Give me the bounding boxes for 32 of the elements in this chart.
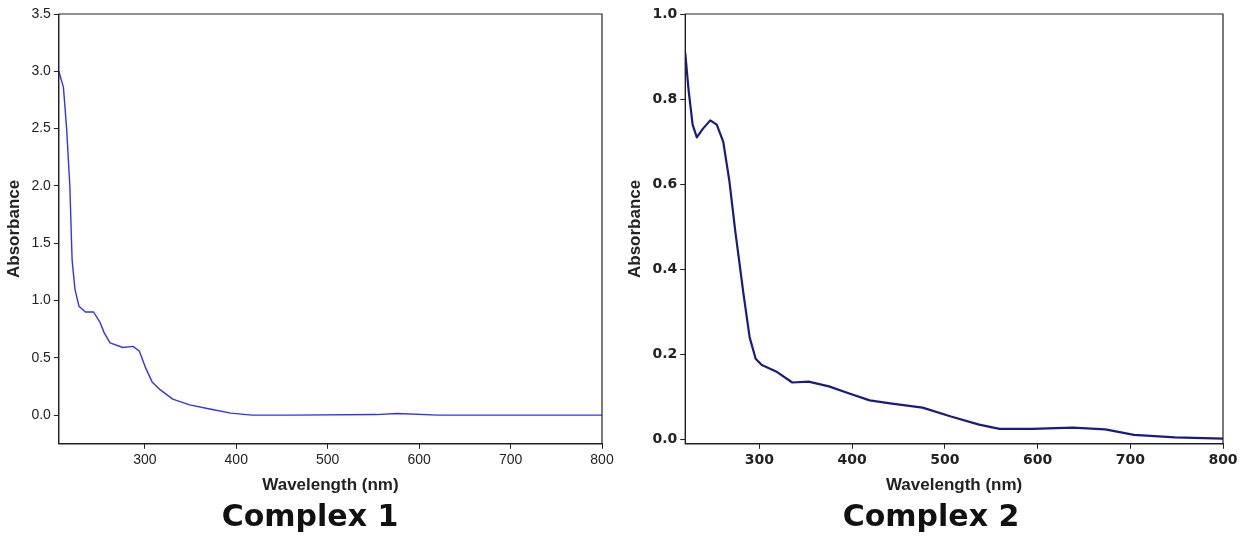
y-tick-label: 2.5 (31, 119, 52, 136)
y-tick-label: 0.8 (652, 89, 678, 106)
x-axis-title: Wavelength (nm) (885, 475, 1023, 495)
x-tick-label: 600 (1022, 450, 1053, 467)
x-tick-label: 300 (744, 450, 775, 467)
y-tick-label: 0.6 (652, 174, 678, 191)
x-tick-label: 500 (316, 451, 340, 468)
y-tick-label: 0.0 (652, 430, 678, 447)
y-tick-label: 1.0 (652, 4, 678, 21)
y-tick-label: 1.5 (31, 234, 52, 251)
y-tick-label: 0.4 (652, 259, 678, 276)
x-tick-label: 400 (837, 450, 867, 467)
y-tick-label: 2.0 (31, 176, 52, 193)
x-tick-label: 500 (930, 450, 960, 467)
text: Complex 1 (220, 498, 400, 533)
y-tick-label: 0.5 (31, 348, 52, 365)
y-tick-label: 0.2 (652, 345, 678, 362)
y-axis-title: Absorbance (3, 179, 23, 279)
x-tick-label: 400 (224, 451, 249, 468)
y-tick-label: 3.5 (31, 4, 52, 21)
x-tick-label: 700 (498, 451, 523, 468)
x-tick-label: 300 (133, 451, 157, 468)
x-tick-label: 600 (407, 451, 432, 468)
y-tick-label: 0.0 (31, 406, 52, 423)
text: Complex 2 (841, 498, 1021, 533)
x-axis-title: Wavelength (nm) (262, 475, 399, 495)
y-axis-title: Absorbance (624, 179, 644, 279)
y-tick-label: 3.0 (31, 62, 52, 79)
x-tick-label: 700 (1115, 450, 1146, 467)
x-tick-label: 800 (1208, 450, 1238, 467)
x-tick-label: 800 (590, 451, 614, 468)
y-tick-label: 1.0 (31, 291, 52, 308)
